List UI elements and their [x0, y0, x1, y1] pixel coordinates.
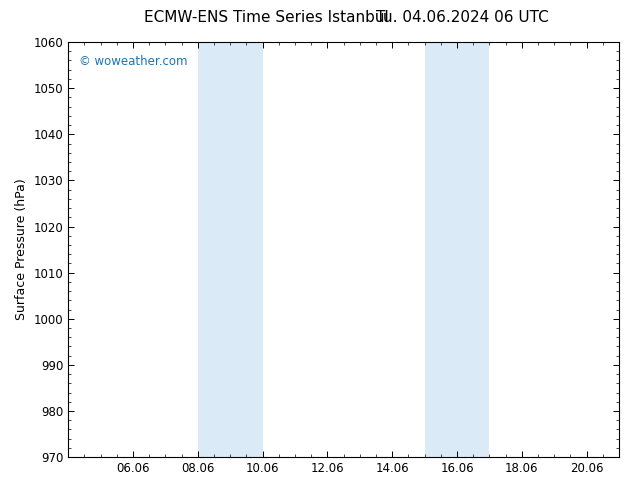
Text: ECMW-ENS Time Series Istanbul: ECMW-ENS Time Series Istanbul	[144, 10, 389, 25]
Text: Tu. 04.06.2024 06 UTC: Tu. 04.06.2024 06 UTC	[377, 10, 549, 25]
Bar	[198, 42, 262, 457]
Text: © woweather.com: © woweather.com	[79, 54, 188, 68]
Y-axis label: Surface Pressure (hPa): Surface Pressure (hPa)	[15, 179, 28, 320]
Bar	[425, 42, 489, 457]
